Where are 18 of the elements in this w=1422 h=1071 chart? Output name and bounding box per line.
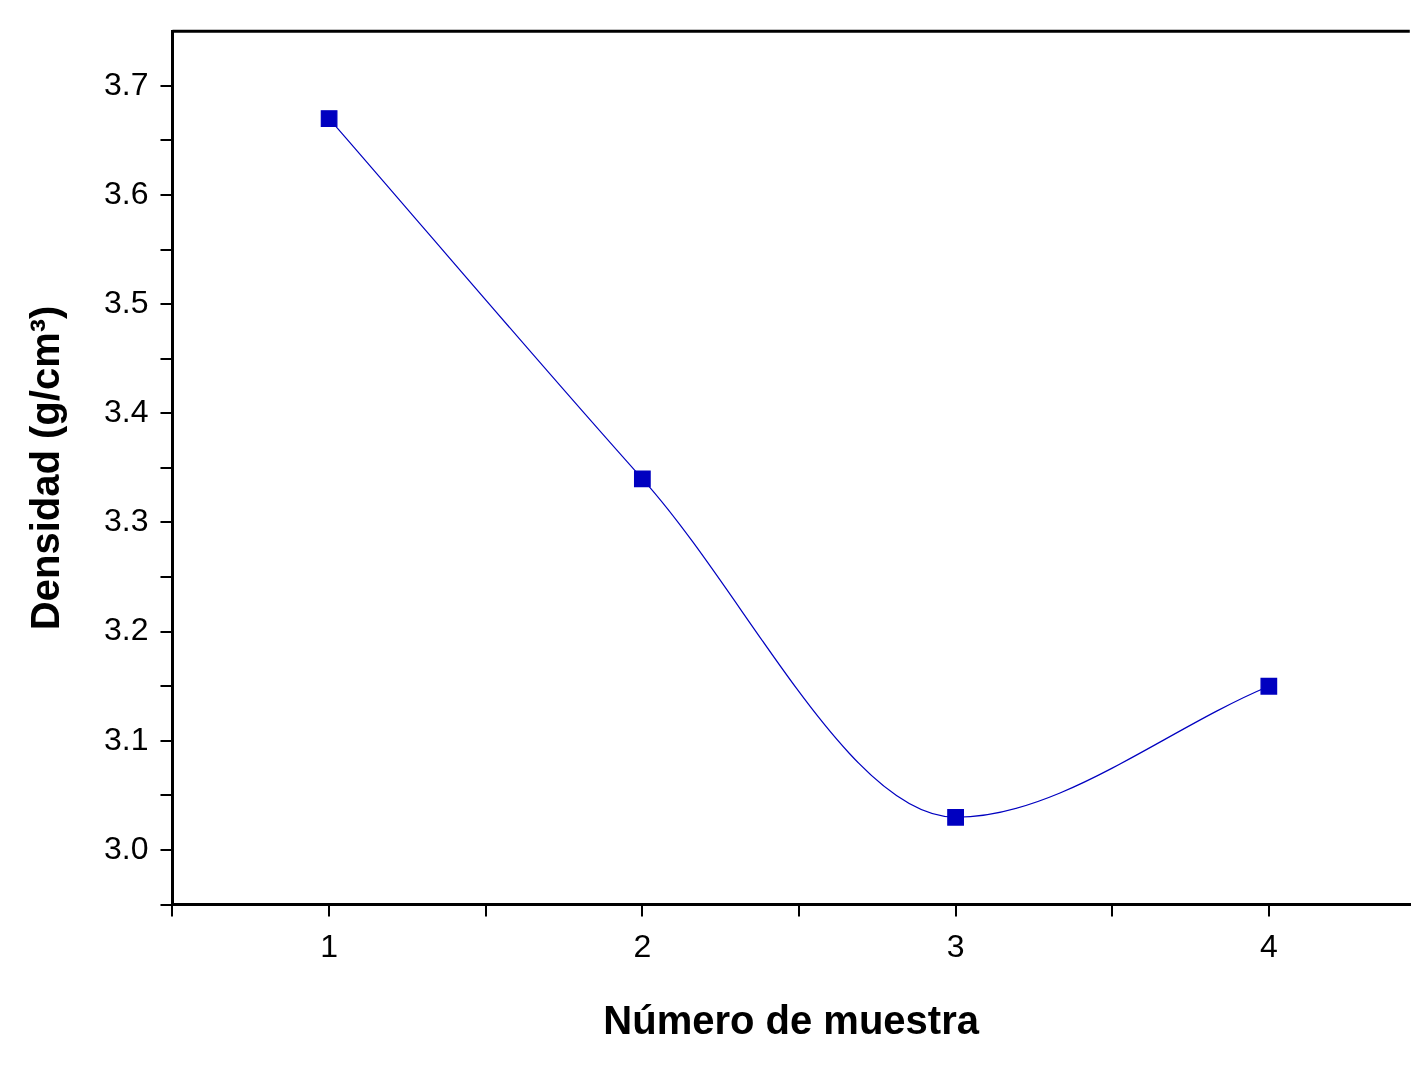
point — [1260, 677, 1278, 695]
y-tick-label: 3.0 — [104, 829, 149, 866]
y-tick-label: 3.5 — [104, 283, 149, 320]
y-tick-label: 3.4 — [104, 393, 149, 430]
x-axis-title: Número de muestra — [603, 998, 980, 1043]
point — [633, 470, 651, 488]
y-tick-label: 3.2 — [104, 611, 149, 648]
y-tick-label: 3.3 — [104, 502, 149, 539]
x-tick-label: 2 — [633, 927, 652, 964]
y-tick-label: 3.6 — [104, 174, 149, 211]
x-tick-label: 3 — [946, 927, 965, 964]
x-tick-label: 1 — [320, 927, 339, 964]
point — [320, 110, 338, 127]
point — [947, 808, 964, 826]
y-axis-title: Densidad (g/cm³) — [23, 305, 68, 631]
x-tick-label: 4 — [1259, 927, 1278, 964]
y-tick-label: 3.1 — [104, 720, 149, 757]
y-tick-label: 3.7 — [104, 65, 149, 102]
